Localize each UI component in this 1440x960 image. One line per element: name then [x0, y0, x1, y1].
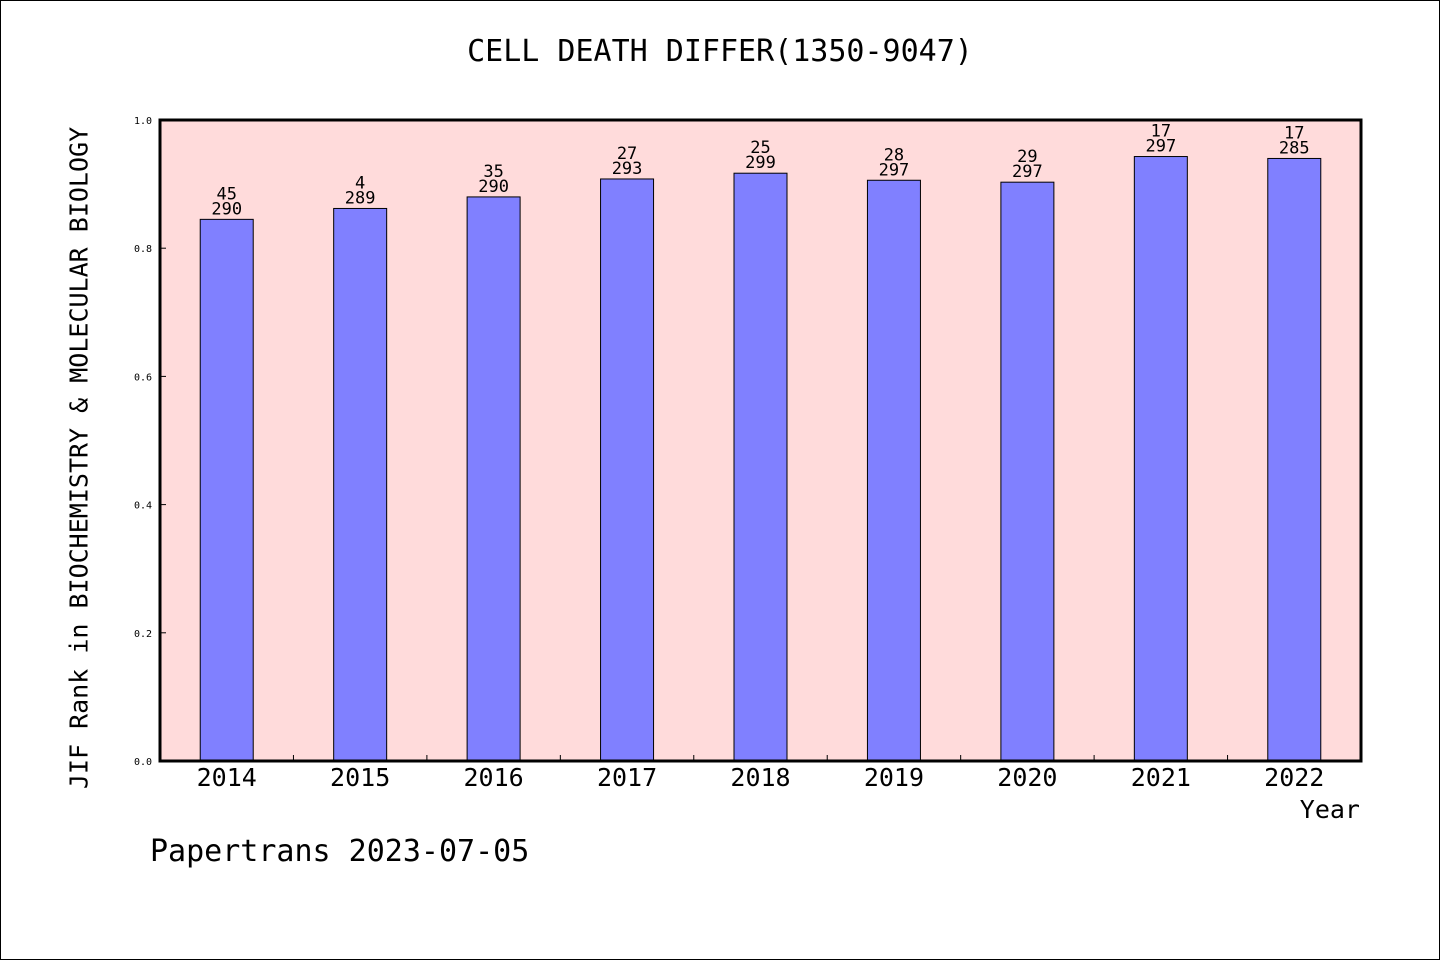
bar-2015 — [333, 207, 388, 762]
y-tick-label: 0.6 — [134, 372, 152, 383]
bar-2021 — [1133, 156, 1188, 762]
x-tick-label: 2017 — [597, 763, 657, 792]
bar-2020 — [1000, 181, 1055, 762]
y-tick-label: 1.0 — [134, 116, 152, 127]
bar-rank-label: 17 — [1151, 122, 1171, 142]
x-tick-label: 2018 — [730, 763, 790, 792]
y-tick-label: 0.4 — [134, 501, 152, 512]
bar-total-label: 289 — [345, 188, 376, 208]
x-tick-label: 2016 — [464, 763, 524, 792]
bar-rank-label: 4 — [355, 173, 365, 193]
bar-total-label: 285 — [1279, 138, 1310, 158]
plot-border — [158, 118, 1363, 763]
x-tick-label: 2019 — [864, 763, 924, 792]
bar-total-label: 297 — [1012, 162, 1043, 182]
bar-rank-label: 27 — [617, 144, 637, 164]
bar-2019 — [866, 179, 921, 762]
x-tick-label: 2015 — [330, 763, 390, 792]
bar-total-label: 290 — [211, 199, 242, 219]
bar-total-label: 290 — [478, 177, 509, 197]
bar-rank-label: 17 — [1284, 123, 1304, 143]
bar-total-label: 297 — [1145, 137, 1176, 157]
bar-rank-label: 29 — [1017, 147, 1037, 167]
x-tick-label: 2022 — [1264, 763, 1324, 792]
x-tick-label: 2021 — [1131, 763, 1191, 792]
bar-rank-label: 35 — [483, 162, 503, 182]
bar-2017 — [600, 178, 655, 762]
bar-total-label: 299 — [745, 153, 776, 173]
bar-2016 — [466, 196, 521, 762]
y-tick-label: 0.0 — [134, 757, 152, 768]
bar-2018 — [733, 172, 788, 762]
bar-total-label: 293 — [612, 159, 643, 179]
bar-rank-label: 28 — [884, 145, 904, 165]
footer-watermark: Papertrans 2023-07-05 — [150, 834, 530, 869]
x-axis-label: Year — [1299, 795, 1360, 824]
bar-rank-label: 45 — [216, 184, 236, 204]
chart-title: CELL DEATH DIFFER(1350-9047) — [467, 34, 973, 69]
y-tick-label: 0.2 — [134, 629, 152, 640]
x-tick-label: 2014 — [197, 763, 257, 792]
y-tick-label: 0.8 — [134, 244, 152, 255]
bar-total-label: 297 — [879, 160, 910, 180]
bar-2014 — [199, 218, 254, 762]
bar-2022 — [1267, 157, 1322, 762]
x-tick-label: 2020 — [997, 763, 1057, 792]
bar-rank-label: 25 — [750, 138, 770, 158]
